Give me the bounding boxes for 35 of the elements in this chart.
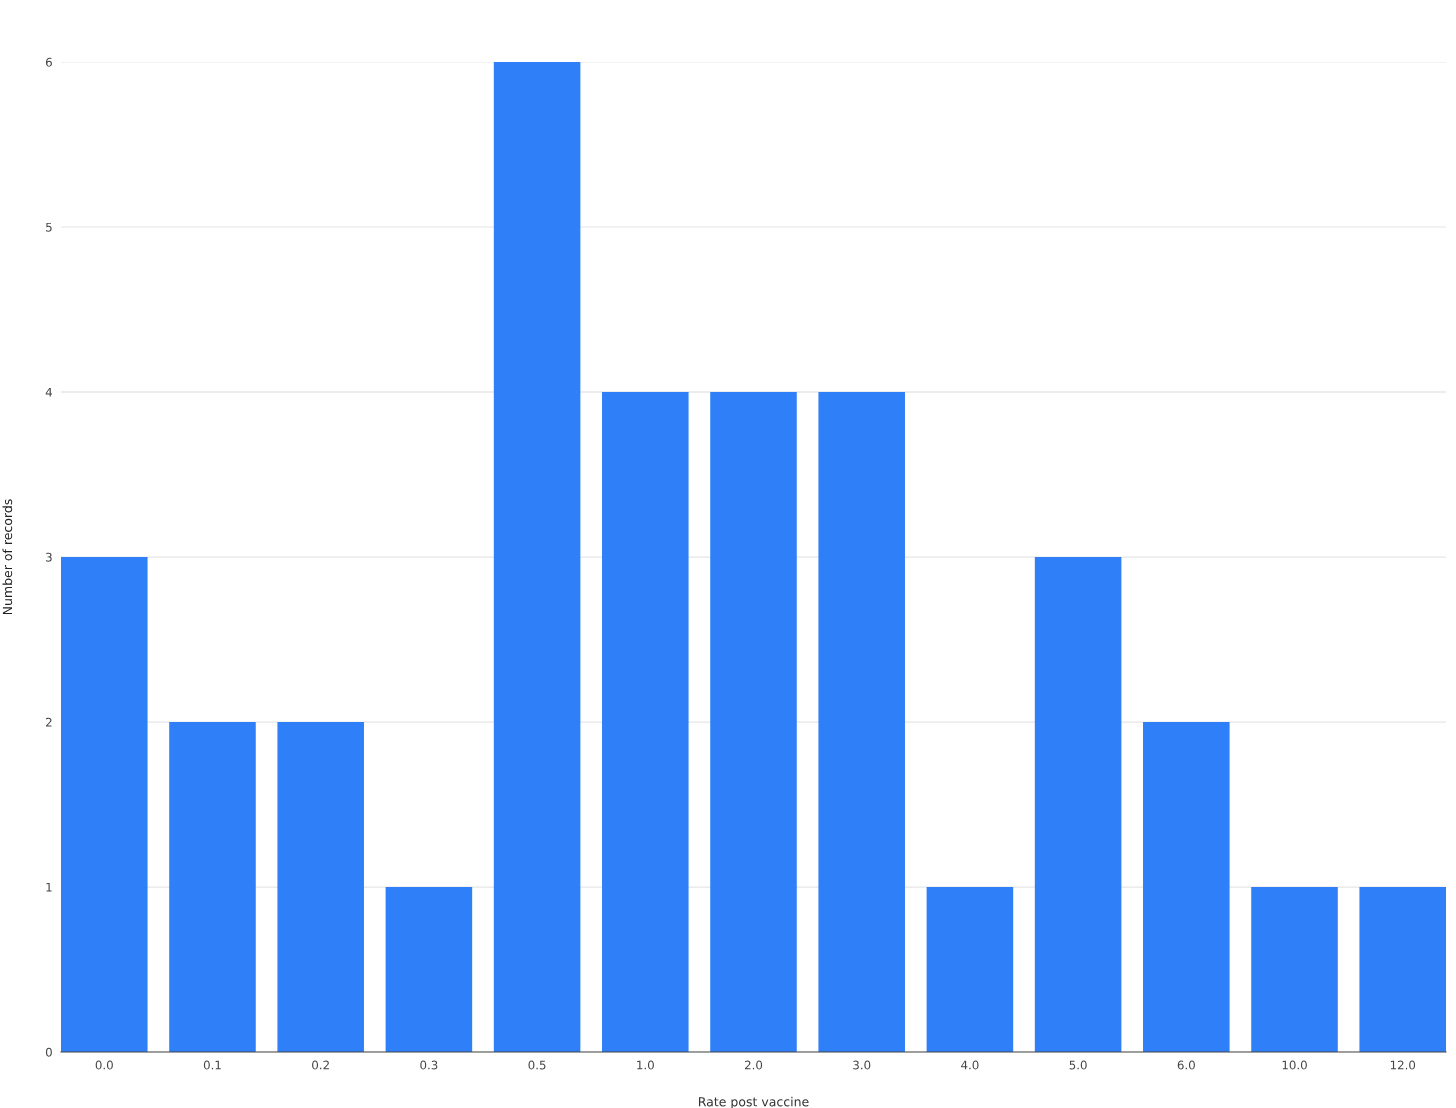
x-tick-label: 4.0 <box>961 1060 979 1070</box>
bar <box>602 392 689 1052</box>
x-tick-label: 0.5 <box>528 1060 546 1070</box>
y-tick-label: 2 <box>46 717 52 727</box>
x-tick-label: 0.0 <box>95 1060 113 1070</box>
x-tick-label: 10.0 <box>1282 1060 1307 1070</box>
bar <box>1359 887 1446 1052</box>
y-tick-label: 3 <box>46 552 52 562</box>
x-tick-label: 12.0 <box>1390 1060 1416 1070</box>
bar <box>926 887 1014 1052</box>
bar <box>1251 887 1338 1052</box>
y-tick-label: 4 <box>45 387 52 397</box>
y-tick-label: 0 <box>45 1047 52 1057</box>
bar <box>493 62 581 1052</box>
bar <box>1143 722 1230 1052</box>
bar <box>169 722 256 1052</box>
x-tick-label: 3.0 <box>853 1060 871 1070</box>
x-tick-label: 0.2 <box>312 1060 329 1070</box>
x-axis-title: Rate post vaccine <box>698 1096 809 1108</box>
bar <box>1034 557 1122 1052</box>
x-tick-label: 6.0 <box>1177 1060 1195 1070</box>
y-axis-title: Number of records <box>2 499 13 615</box>
y-tick-label: 6 <box>45 57 52 67</box>
x-tick-label: 5.0 <box>1069 1060 1087 1070</box>
bar <box>277 722 364 1052</box>
x-tick-label: 1.0 <box>637 1060 654 1070</box>
y-tick-label: 5 <box>46 222 52 232</box>
x-tick-label: 0.3 <box>420 1060 438 1070</box>
x-tick-label: 0.1 <box>203 1060 221 1070</box>
y-tick-label: 1 <box>46 882 52 892</box>
x-tick-label: 2.0 <box>744 1060 763 1070</box>
bar <box>61 557 148 1052</box>
bar <box>818 392 905 1052</box>
bar <box>710 392 797 1052</box>
bar <box>385 887 473 1052</box>
